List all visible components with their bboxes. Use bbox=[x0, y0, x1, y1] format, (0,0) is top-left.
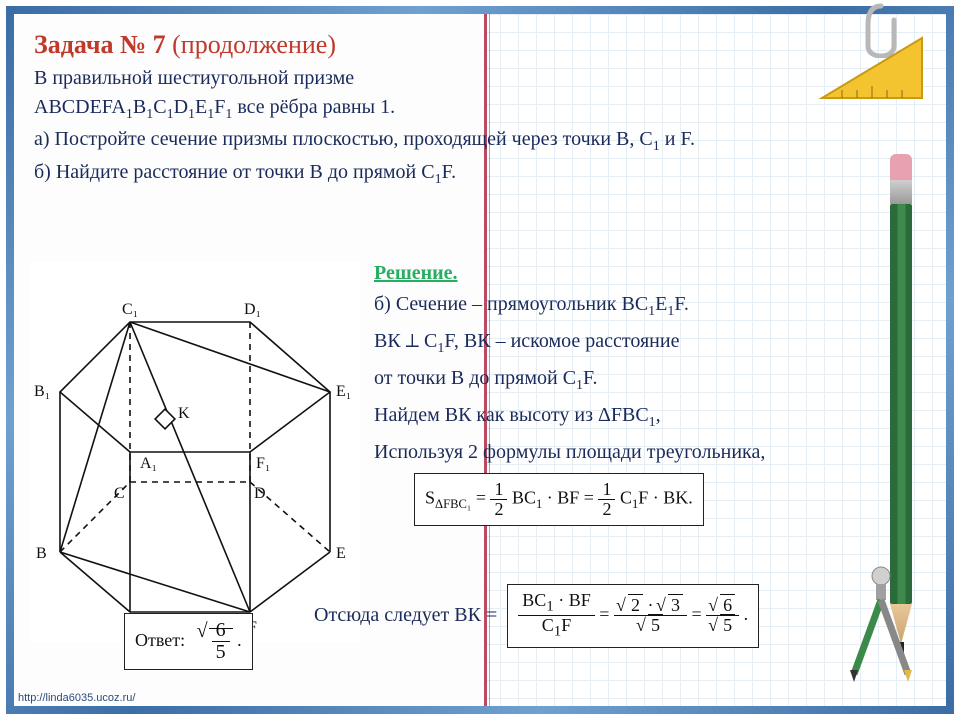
text: , bbox=[656, 404, 661, 426]
text: F. bbox=[674, 293, 689, 315]
text: · BF bbox=[554, 590, 591, 610]
text: BC bbox=[512, 488, 536, 508]
text: BC bbox=[522, 590, 546, 610]
text: и F. bbox=[660, 128, 695, 150]
answer-box: Ответ: 65 . bbox=[124, 613, 253, 670]
text: C bbox=[542, 615, 554, 635]
text: а) Постройте сечение призмы плоскостью, … bbox=[34, 128, 653, 150]
text: б) Найдите расстояние от точки В до прям… bbox=[34, 161, 435, 183]
title-main: Задача № 7 bbox=[34, 30, 172, 59]
content-area: Задача № 7 (продолжение) В правильной ше… bbox=[14, 14, 946, 706]
prism-diagram: C₁ D₁ B₁ E₁ K A₁ F₁ C D B E A F bbox=[30, 262, 360, 642]
text: F. bbox=[442, 161, 457, 183]
text: 5 bbox=[720, 614, 735, 635]
problem-line1: В правильной шестиугольной призме ABCDEF… bbox=[34, 64, 926, 125]
lbl-E1: E₁ bbox=[336, 383, 351, 400]
lbl-F1: F₁ bbox=[256, 455, 270, 472]
text: 2 bbox=[490, 500, 507, 519]
sol-line2: BК ⟂ C1F, BК – искомое расстояние bbox=[374, 326, 876, 359]
answer-label: Ответ: bbox=[135, 630, 185, 650]
lbl-A1: A₁ bbox=[140, 455, 157, 472]
sol-line1: б) Сечение – прямоугольник BC1E1F. bbox=[374, 289, 876, 322]
text: F bbox=[561, 615, 571, 635]
title: Задача № 7 (продолжение) bbox=[34, 30, 926, 60]
text: 1 bbox=[536, 497, 542, 511]
text: от точки В до прямой C bbox=[374, 367, 576, 389]
text: F. bbox=[583, 367, 598, 389]
text: В правильной шестиугольной призме bbox=[34, 67, 354, 89]
text: E bbox=[195, 96, 207, 118]
lbl-C: C bbox=[114, 485, 125, 502]
text: 3 bbox=[668, 594, 683, 615]
text: E bbox=[655, 293, 667, 315]
text: F bbox=[214, 96, 225, 118]
text: C bbox=[620, 488, 632, 508]
solution-header: Решение. bbox=[374, 262, 876, 285]
problem-part-b: б) Найдите расстояние от точки В до прям… bbox=[34, 158, 926, 190]
text: = bbox=[476, 488, 491, 508]
text: ΔFBC₁ bbox=[435, 497, 471, 511]
text: F, BК – искомое расстояние bbox=[444, 330, 679, 352]
text: 2 bbox=[628, 594, 643, 615]
compass-icon bbox=[836, 562, 926, 682]
lbl-D1: D₁ bbox=[244, 301, 261, 318]
conclusion-formula: Отсюда следует ВК = BC1 · BF C1F = 2 · 3… bbox=[314, 584, 759, 648]
text: C bbox=[153, 96, 166, 118]
footer-url: http://linda6035.ucoz.ru/ bbox=[18, 692, 135, 704]
text: б) Сечение – прямоугольник BC bbox=[374, 293, 648, 315]
text: F · BK. bbox=[638, 488, 693, 508]
text: B bbox=[133, 96, 146, 118]
text: · BF = bbox=[547, 488, 599, 508]
lbl-E: E bbox=[336, 545, 346, 562]
ruler-icon bbox=[812, 28, 932, 108]
text: 2 bbox=[598, 500, 615, 519]
text: 1 bbox=[490, 480, 507, 500]
area-formula: SΔFBC₁ = 12 BC1 · BF = 12 C1F · BK. bbox=[414, 473, 876, 526]
problem-statement: В правильной шестиугольной призме ABCDEF… bbox=[34, 64, 926, 190]
text: D bbox=[174, 96, 188, 118]
lbl-D: D bbox=[254, 485, 266, 502]
problem-part-a: а) Постройте сечение призмы плоскостью, … bbox=[34, 125, 926, 157]
solution-column: Решение. б) Сечение – прямоугольник BC1E… bbox=[374, 262, 876, 526]
sol-line3: от точки В до прямой C1F. bbox=[374, 363, 876, 396]
sol-line5: Используя 2 формулы площади треугольника… bbox=[374, 437, 876, 467]
sol-line4: Найдем ВК как высоту из ΔFBC1, bbox=[374, 400, 876, 433]
lbl-B: B bbox=[36, 545, 47, 562]
text: Найдем ВК как высоту из ΔFBC bbox=[374, 404, 649, 426]
text: 1 bbox=[598, 480, 615, 500]
title-continuation: (продолжение) bbox=[172, 30, 336, 59]
text: Отсюда следует ВК = bbox=[314, 604, 497, 627]
text: ABCDEFA bbox=[34, 96, 126, 118]
text: 6 bbox=[720, 594, 735, 615]
text: все рёбра равны 1. bbox=[232, 96, 395, 118]
text: 5 bbox=[648, 614, 663, 635]
text: S bbox=[425, 488, 435, 508]
text: 6 bbox=[212, 620, 230, 642]
slide-frame: Задача № 7 (продолжение) В правильной ше… bbox=[6, 6, 954, 714]
text: BК ⟂ C bbox=[374, 330, 437, 352]
lbl-B1: B₁ bbox=[34, 383, 50, 400]
lbl-C1: C₁ bbox=[122, 301, 138, 318]
text: 5 bbox=[212, 642, 230, 663]
lbl-K: K bbox=[178, 405, 190, 422]
